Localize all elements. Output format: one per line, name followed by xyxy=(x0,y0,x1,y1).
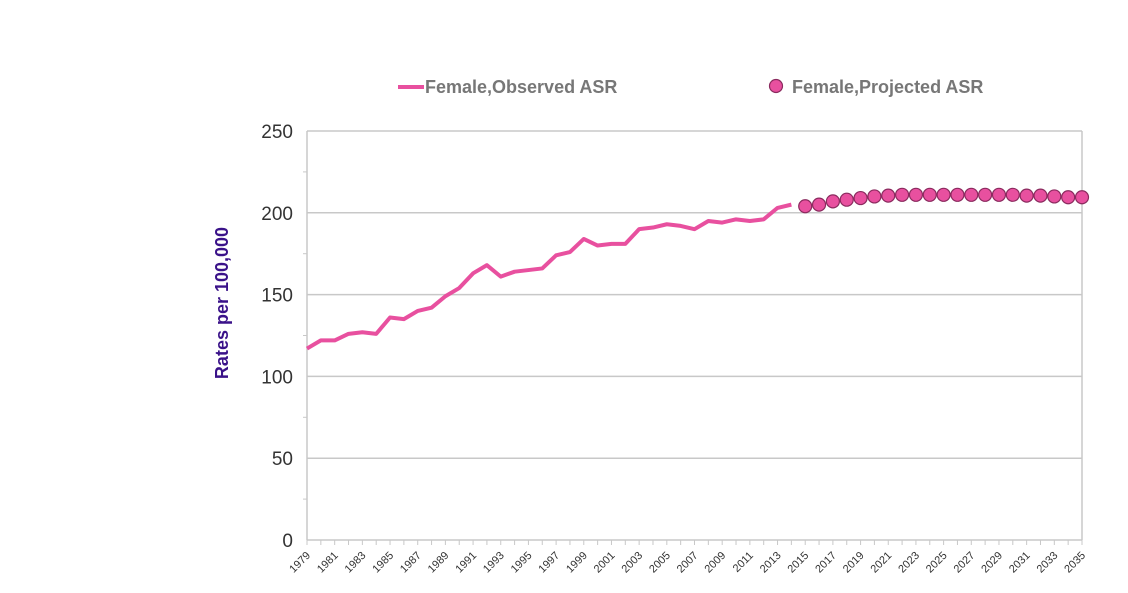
projected-point xyxy=(991,187,1007,202)
x-tick-label: 1985 xyxy=(370,550,396,576)
x-tick-label: 2027 xyxy=(952,550,978,576)
legend-label-observed: Female,Observed ASR xyxy=(425,77,617,97)
projected-point xyxy=(867,189,882,204)
projected-point xyxy=(881,188,896,203)
y-tick-label: 200 xyxy=(261,204,293,225)
x-tick-label: 1997 xyxy=(536,550,562,576)
projected-point xyxy=(1061,190,1076,205)
x-tick-label: 2017 xyxy=(813,550,839,576)
projected-point xyxy=(825,194,840,209)
projected-point xyxy=(811,197,827,212)
legend-label-projected: Female,Projected ASR xyxy=(792,77,983,97)
x-tick-label: 2021 xyxy=(869,550,895,576)
projected-point xyxy=(908,187,924,202)
projected-point xyxy=(894,187,910,202)
projected-point xyxy=(839,192,854,207)
x-tick-label: 2025 xyxy=(924,550,950,576)
y-axis-label: Rates per 100,000 xyxy=(212,227,232,379)
y-tick-label: 100 xyxy=(261,367,293,388)
x-tick-label: 2029 xyxy=(979,550,1005,576)
observed-series-line xyxy=(305,202,792,351)
x-tick-label: 2003 xyxy=(619,550,645,576)
projected-point xyxy=(1005,187,1020,202)
projected-point xyxy=(1019,188,1034,203)
x-tick-label: 2013 xyxy=(758,550,784,576)
legend-marker-icon xyxy=(768,78,784,94)
x-tick-label: 1987 xyxy=(398,550,424,576)
x-tick-label: 1999 xyxy=(564,550,590,576)
y-tick-label: 150 xyxy=(261,286,293,307)
x-tick-label: 2019 xyxy=(841,550,867,576)
x-tick-label: 2001 xyxy=(592,550,618,576)
y-tick-label: 50 xyxy=(272,449,293,470)
projected-point xyxy=(936,187,951,202)
x-tick-label: 2035 xyxy=(1062,550,1088,576)
x-tick-label: 1991 xyxy=(453,550,479,576)
projected-point xyxy=(978,187,993,202)
x-tick-label: 1981 xyxy=(315,550,341,576)
x-tick-label: 2011 xyxy=(731,550,756,575)
projected-point xyxy=(1074,190,1090,205)
projected-point xyxy=(922,187,937,202)
x-tick-label: 1989 xyxy=(426,550,452,576)
projected-point xyxy=(853,190,868,206)
x-tick-label: 2031 xyxy=(1007,550,1033,576)
x-tick-label: 2005 xyxy=(647,550,673,576)
y-tick-label: 250 xyxy=(261,122,293,143)
x-tick-label: 2015 xyxy=(786,550,812,576)
x-tick-label: 2033 xyxy=(1035,550,1061,576)
projected-point xyxy=(964,187,979,202)
projected-point xyxy=(950,187,965,202)
x-tick-label: 2007 xyxy=(675,550,701,576)
x-tick-label: 2023 xyxy=(896,550,922,576)
x-tick-label: 2009 xyxy=(703,550,729,576)
x-tick-label: 1979 xyxy=(287,550,313,576)
projected-point xyxy=(1047,189,1062,204)
projected-point xyxy=(1033,188,1048,203)
x-tick-label: 1993 xyxy=(481,550,507,576)
y-tick-label: 0 xyxy=(282,531,293,552)
x-tick-label: 1995 xyxy=(509,550,535,576)
x-tick-label: 1983 xyxy=(343,550,369,576)
projected-point xyxy=(798,199,813,214)
